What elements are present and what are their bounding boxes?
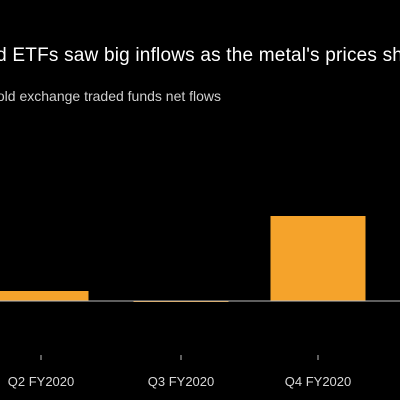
- chart-subtitle: Gold exchange traded funds net flows: [0, 88, 222, 104]
- x-tick-label: Q4 FY2020: [285, 374, 352, 389]
- bar-q4-fy2020: [270, 216, 366, 301]
- chart-title: Gold ETFs saw big inflows as the metal's…: [0, 45, 400, 66]
- bar-q2-fy2020: [0, 291, 89, 301]
- x-tick-label: Q3 FY2020: [148, 374, 215, 389]
- x-tick-label: Q2 FY2020: [8, 374, 75, 389]
